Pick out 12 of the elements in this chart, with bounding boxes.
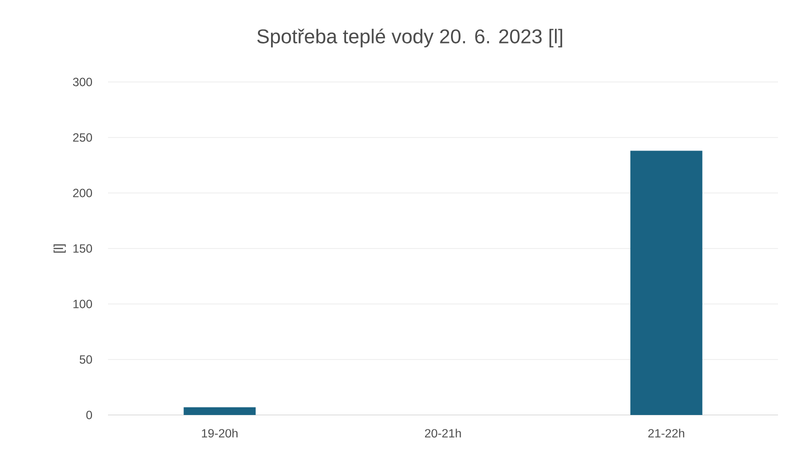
y-tick-label: 0 <box>86 410 92 420</box>
y-tick-label: 250 <box>73 133 92 142</box>
x-tick-label: 20-21h <box>424 428 461 438</box>
x-tick-label: 21-22h <box>648 428 684 438</box>
y-tick-label: 50 <box>80 355 92 364</box>
x-tick-label: 19-20h <box>202 428 238 438</box>
y-tick-label: 200 <box>73 188 92 198</box>
y-tick-label: 100 <box>73 300 92 308</box>
y-axis-title: [l] <box>54 244 66 253</box>
y-tick-label: 150 <box>73 244 92 253</box>
chart-title: Spotřeba teplé vody 20. 6. 2023 [l] <box>257 28 562 48</box>
y-tick-label: 300 <box>72 78 92 86</box>
